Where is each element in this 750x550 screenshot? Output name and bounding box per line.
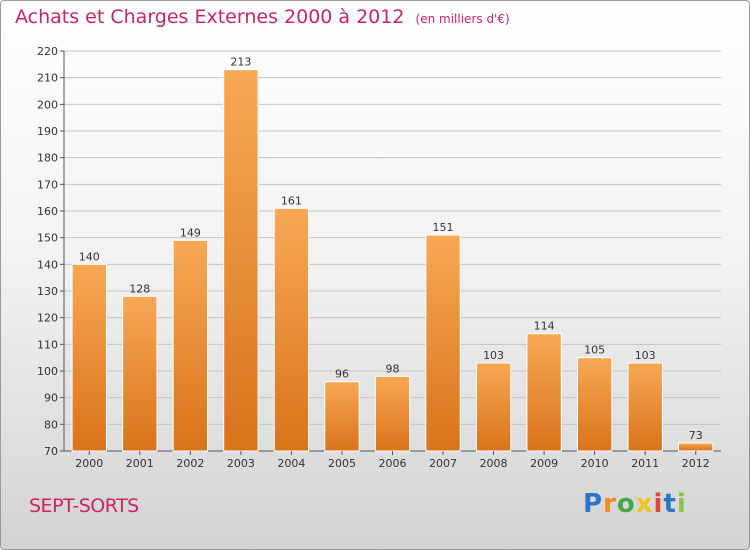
chart-title: Achats et Charges Externes 2000 à 2012	[15, 6, 405, 28]
x-tick-label: 2001	[126, 457, 154, 470]
x-tick-label: 2012	[682, 457, 710, 470]
x-tick-label: 2006	[379, 457, 407, 470]
bar-value-label: 128	[129, 282, 150, 295]
bar-value-label: 73	[689, 429, 703, 442]
y-tick-label: 120	[37, 312, 58, 325]
bar-value-label: 105	[584, 344, 605, 357]
y-tick-label: 170	[37, 178, 58, 191]
bar	[324, 381, 360, 452]
y-tick-label: 70	[44, 445, 58, 458]
logo-letter: P	[583, 489, 604, 519]
x-tick-label: 2007	[429, 457, 457, 470]
x-tick-label: 2005	[328, 457, 356, 470]
bar	[374, 375, 411, 452]
y-tick-label: 100	[37, 365, 58, 378]
bar	[122, 295, 158, 452]
bar	[223, 69, 259, 452]
bar	[71, 263, 107, 452]
y-tick-label: 90	[44, 392, 58, 405]
y-tick-label: 110	[37, 338, 58, 351]
bar	[526, 333, 562, 452]
logo-letter: o	[616, 489, 636, 519]
bar-value-label: 103	[635, 349, 656, 362]
x-tick-label: 2011	[631, 457, 659, 470]
proxiti-logo[interactable]: Proxiti	[583, 489, 687, 519]
bar-value-label: 114	[534, 320, 555, 333]
x-tick-label: 2003	[227, 457, 255, 470]
logo-letter: i	[676, 489, 687, 519]
bar	[273, 207, 310, 452]
x-tick-label: 2008	[480, 457, 508, 470]
bar-value-label: 96	[335, 368, 349, 381]
y-tick-label: 180	[37, 152, 58, 165]
y-tick-label: 80	[44, 418, 58, 431]
bar	[627, 362, 663, 452]
bar-value-label: 140	[79, 250, 100, 263]
y-tick-label: 150	[37, 232, 58, 245]
bar-value-label: 151	[433, 221, 454, 234]
bar-value-label: 161	[281, 194, 302, 207]
x-tick-label: 2000	[75, 457, 103, 470]
y-tick-label: 200	[37, 98, 58, 111]
x-tick-label: 2004	[277, 457, 305, 470]
y-tick-label: 130	[37, 285, 58, 298]
y-tick-label: 160	[37, 205, 58, 218]
bar-value-label: 213	[230, 56, 251, 69]
bar	[475, 362, 512, 452]
title-row: Achats et Charges Externes 2000 à 2012 (…	[15, 6, 510, 28]
y-tick-label: 140	[37, 258, 58, 271]
bar	[576, 357, 613, 452]
bar-value-label: 149	[180, 226, 201, 239]
bar	[678, 442, 714, 452]
y-tick-label: 220	[37, 45, 58, 58]
x-tick-label: 2010	[581, 457, 609, 470]
y-tick-label: 190	[37, 125, 58, 138]
logo-letter: i	[653, 489, 664, 519]
bar-value-label: 98	[386, 362, 400, 375]
logo-letter: r	[603, 489, 617, 519]
bar-value-label: 103	[483, 349, 504, 362]
commune-name: SEPT-SORTS	[29, 495, 139, 517]
y-tick-label: 210	[37, 72, 58, 85]
logo-letter: t	[663, 489, 677, 519]
chart-subtitle: (en milliers d'€)	[415, 12, 510, 26]
bar	[425, 234, 461, 452]
logo-letter: x	[635, 489, 654, 519]
x-tick-label: 2009	[530, 457, 558, 470]
bar	[172, 239, 209, 452]
x-tick-label: 2002	[176, 457, 204, 470]
